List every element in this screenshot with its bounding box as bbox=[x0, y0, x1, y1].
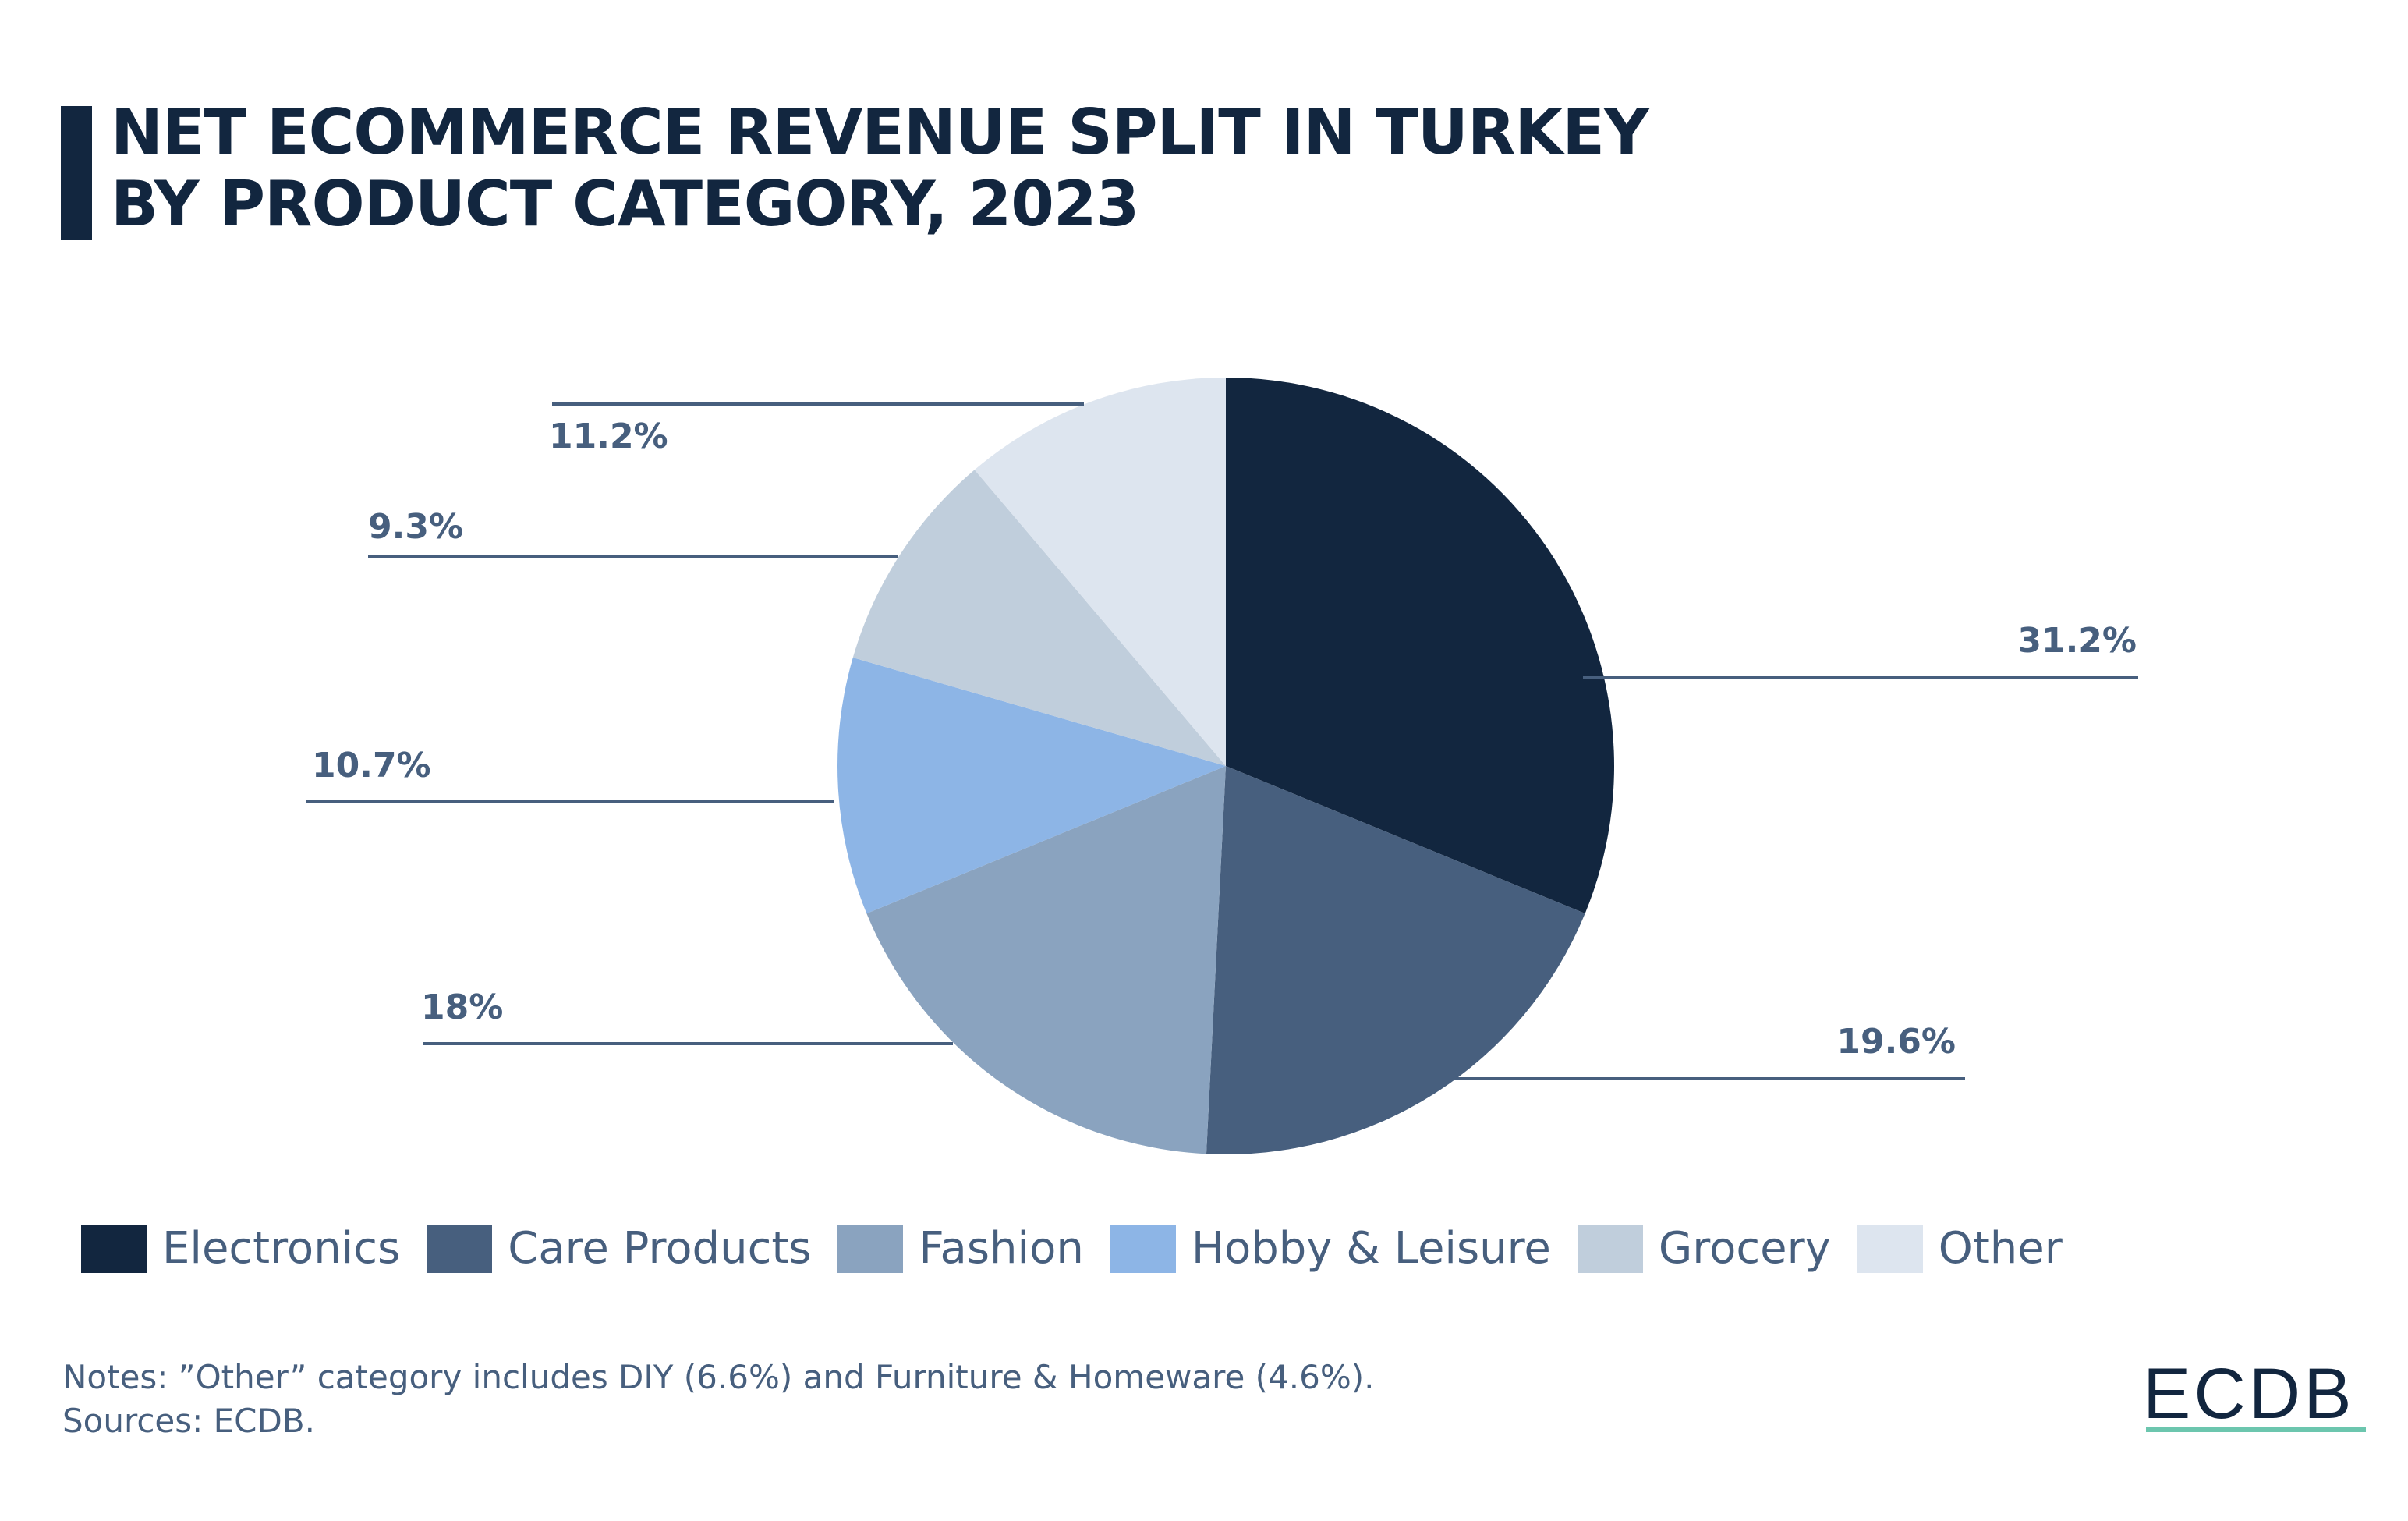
legend-label: Hobby & Leisure bbox=[1191, 1223, 1551, 1274]
legend-item-electronics: Electronics bbox=[81, 1223, 400, 1274]
legend-swatch bbox=[1857, 1224, 1923, 1273]
leader-lines bbox=[306, 402, 2138, 1080]
legend-label: Electronics bbox=[162, 1223, 401, 1274]
legend-label: Grocery bbox=[1658, 1223, 1831, 1274]
legend-label: Fashion bbox=[919, 1223, 1084, 1274]
pie-slice-electronics bbox=[1226, 378, 1614, 914]
legend-item-hobby-leisure: Hobby & Leisure bbox=[1110, 1223, 1551, 1274]
legend-swatch bbox=[427, 1224, 493, 1273]
logo-underline bbox=[2146, 1427, 2366, 1432]
pie-slice-hobby-leisure bbox=[837, 658, 1226, 914]
chart-title-line2: BY PRODUCT CATEGORY, 2023 bbox=[111, 168, 1139, 240]
legend-item-fashion: Fashion bbox=[837, 1223, 1084, 1274]
chart-title-line1: NET ECOMMERCE REVENUE SPLIT IN TURKEY bbox=[111, 96, 1649, 168]
notes-text: Notes: ”Other” category includes DIY (6.… bbox=[62, 1358, 1375, 1396]
legend-swatch bbox=[81, 1224, 147, 1273]
pie-slice-grocery bbox=[852, 470, 1226, 766]
legend-item-other: Other bbox=[1857, 1223, 2063, 1274]
legend-label: Other bbox=[1938, 1223, 2063, 1274]
ecdb-logo: ECDB bbox=[2143, 1354, 2355, 1434]
data-label-electronics: 31.2% bbox=[2017, 621, 2137, 661]
data-label-care-products: 19.6% bbox=[1836, 1022, 1956, 1062]
sources-text: Sources: ECDB. bbox=[62, 1402, 316, 1440]
data-label-grocery: 9.3% bbox=[368, 507, 463, 547]
data-label-hobby-leisure: 10.7% bbox=[312, 746, 431, 785]
chart-title: NET ECOMMERCE REVENUE SPLIT IN TURKEY BY… bbox=[111, 96, 1649, 240]
pie-slice-care-products bbox=[1206, 766, 1585, 1154]
chart-footnotes: Notes: ”Other” category includes DIY (6.… bbox=[62, 1356, 1374, 1443]
legend-label: Care Products bbox=[508, 1223, 812, 1274]
pie-data-labels: 31.2% 19.6% 18% 10.7% 9.3% 11.2% bbox=[312, 417, 2137, 1062]
title-accent-bar bbox=[61, 106, 92, 240]
pie-slice-fashion bbox=[866, 766, 1226, 1154]
legend-item-grocery: Grocery bbox=[1577, 1223, 1831, 1274]
legend-swatch bbox=[1577, 1224, 1643, 1273]
legend-swatch bbox=[1110, 1224, 1176, 1273]
pie-slice-other bbox=[974, 378, 1226, 766]
data-label-other: 11.2% bbox=[549, 417, 668, 456]
legend-swatch bbox=[837, 1224, 904, 1273]
chart-legend: Electronics Care Products Fashion Hobby … bbox=[81, 1223, 2089, 1274]
legend-item-care-products: Care Products bbox=[427, 1223, 811, 1274]
data-label-fashion: 18% bbox=[421, 987, 503, 1027]
pie-slices bbox=[837, 378, 1614, 1154]
